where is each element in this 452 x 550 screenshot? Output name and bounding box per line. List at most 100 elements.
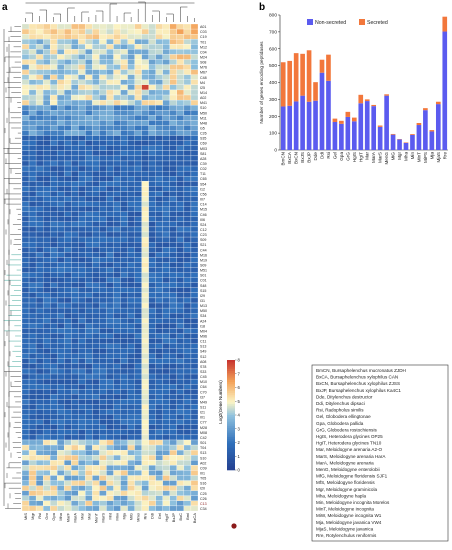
- heatmap-cell: [113, 110, 121, 116]
- heatmap-cell: [71, 105, 79, 111]
- heatmap-cell: [85, 348, 93, 354]
- heatmap-cell: [148, 282, 156, 288]
- species-legend-entry: Min, Meloidogyne incognita Morelos: [316, 500, 390, 505]
- heatmap-cell: [120, 216, 128, 222]
- x-tick-label: Rre: [442, 152, 447, 160]
- heatmap-cell: [85, 424, 93, 430]
- heatmap-cell: [28, 358, 37, 365]
- heatmap-cell: [78, 49, 86, 55]
- heatmap-cell: [71, 160, 79, 167]
- heatmap-cell: [99, 307, 107, 314]
- heatmap-cell: [162, 74, 170, 80]
- heatmap-cell: [92, 434, 100, 441]
- heatmap-cell: [176, 297, 185, 304]
- heatmap-cell: [21, 323, 30, 329]
- heatmap-cell: [57, 44, 65, 50]
- heatmap-cell: [155, 165, 163, 172]
- heatmap-cell: [28, 353, 37, 359]
- heatmap-cell: [99, 28, 107, 35]
- heatmap-cell: [64, 181, 72, 187]
- heatmap-cell: [57, 176, 65, 182]
- heatmap-cell: [176, 145, 185, 151]
- heatmap-cell: [92, 384, 100, 390]
- heatmap-cell: [35, 313, 44, 319]
- heatmap-cell: [57, 257, 65, 263]
- heatmap-cell: [78, 262, 86, 268]
- heatmap-cell: [42, 257, 51, 263]
- heatmap-cell: [71, 348, 79, 354]
- heatmap-cell: [190, 94, 199, 101]
- heatmap-cell: [50, 373, 58, 380]
- x-tick-label: Gel: [332, 152, 337, 159]
- heatmap-cell: [148, 313, 156, 319]
- heatmap-cell: [21, 302, 30, 309]
- heatmap-cell: [85, 257, 93, 263]
- heatmap-row-label: M08: [200, 431, 207, 435]
- heatmap-cell: [190, 439, 199, 446]
- heatmap-cell: [57, 226, 65, 233]
- heatmap-cell: [85, 221, 93, 228]
- heatmap-cell: [148, 323, 156, 329]
- heatmap-cell: [120, 323, 128, 329]
- heatmap-cell: [113, 23, 121, 30]
- heatmap-cell: [92, 89, 100, 96]
- heatmap-cell: [183, 363, 192, 370]
- heatmap-cell: [113, 181, 121, 187]
- heatmap-cell: [106, 216, 114, 222]
- heatmap-cell: [169, 59, 178, 65]
- heatmap-cell: [57, 84, 65, 91]
- heatmap-cell: [176, 84, 185, 91]
- heatmap-cell: [141, 404, 149, 410]
- heatmap-cell: [85, 262, 93, 268]
- heatmap-cell: [148, 267, 156, 273]
- heatmap-cell: [169, 389, 178, 395]
- heatmap-cell: [35, 424, 44, 430]
- heatmap-row-label: M04: [200, 329, 207, 333]
- bar-non-secreted: [300, 95, 305, 150]
- colorbar-segment: [227, 418, 235, 421]
- heatmap-cell: [190, 89, 199, 96]
- heatmap-cell: [183, 439, 192, 446]
- heatmap-cell: [190, 34, 199, 40]
- heatmap-cell: [21, 368, 30, 375]
- heatmap-cell: [176, 399, 185, 405]
- heatmap-cell: [78, 242, 86, 248]
- heatmap-cell: [176, 267, 185, 273]
- heatmap-cell: [92, 399, 100, 405]
- heatmap-cell: [162, 409, 170, 415]
- heatmap-cell: [113, 49, 121, 55]
- heatmap-cell: [155, 236, 163, 243]
- heatmap-row-label: S01: [200, 274, 206, 278]
- heatmap-cell: [57, 313, 65, 319]
- heatmap-row-label: I01: [200, 471, 205, 475]
- heatmap-cell: [176, 455, 185, 461]
- heatmap-cell: [183, 34, 192, 40]
- heatmap-cell: [21, 176, 30, 182]
- heatmap-cell: [99, 59, 107, 65]
- heatmap-cell: [169, 333, 178, 339]
- heatmap-cell: [141, 444, 149, 451]
- heatmap-cell: [127, 348, 135, 354]
- heatmap-cell: [50, 404, 58, 410]
- heatmap-cell: [50, 505, 58, 512]
- heatmap-cell: [71, 384, 79, 390]
- heatmap-cell: [190, 404, 199, 410]
- heatmap-cell: [21, 216, 30, 222]
- heatmap-cell: [64, 79, 72, 86]
- heatmap-row-label: M51: [200, 269, 207, 273]
- heatmap-cell: [120, 155, 128, 162]
- heatmap-cell: [127, 439, 135, 446]
- heatmap-cell: [42, 262, 51, 268]
- heatmap-cell: [28, 120, 37, 126]
- heatmap-cell: [134, 64, 142, 70]
- bar-secreted: [345, 111, 351, 117]
- heatmap-cell: [113, 495, 121, 501]
- heatmap-cell: [99, 69, 107, 75]
- heatmap-cell: [120, 444, 128, 451]
- heatmap-cell: [120, 247, 128, 253]
- heatmap-cell: [106, 196, 114, 202]
- x-tick-label: MarS: [378, 152, 383, 163]
- heatmap-cell: [42, 59, 51, 65]
- heatmap-cell: [28, 110, 37, 116]
- heatmap-cell: [141, 475, 149, 481]
